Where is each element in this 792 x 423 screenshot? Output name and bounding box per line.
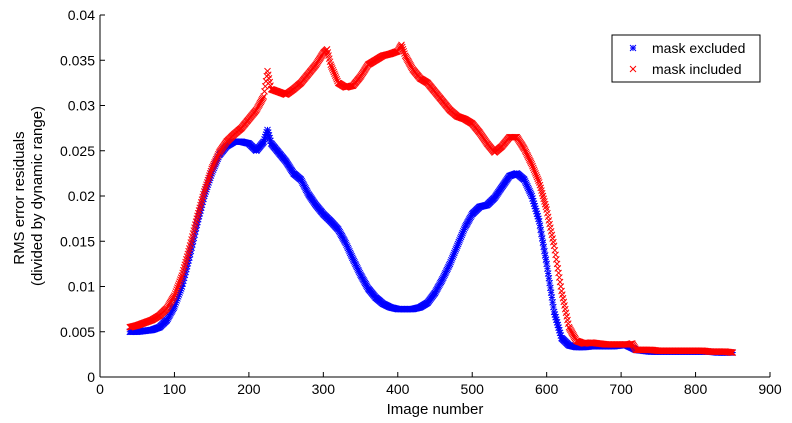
x-tick-label: 400	[386, 381, 410, 397]
data-point	[529, 164, 537, 172]
data-point	[208, 165, 216, 173]
data-point	[546, 279, 553, 287]
data-point	[177, 274, 185, 281]
legend-symbol	[629, 65, 637, 73]
y-tick-label: 0.04	[68, 7, 95, 23]
y-tick-label: 0.03	[68, 98, 95, 114]
data-point	[533, 173, 541, 181]
y-axis-label-line-2: (divided by dynamic range)	[29, 106, 46, 286]
data-point	[210, 160, 218, 168]
y-axis-label: RMS error residuals (divided by dynamic …	[11, 106, 46, 286]
data-point	[202, 183, 210, 191]
data-point	[530, 166, 538, 174]
data-point	[327, 61, 335, 69]
y-tick-label: 0.015	[60, 233, 95, 249]
data-point	[175, 280, 183, 287]
legend-marker-mask-excluded	[629, 44, 637, 52]
legend-symbol	[629, 44, 637, 52]
data-point	[401, 50, 408, 57]
data-point	[211, 158, 218, 166]
data-point	[213, 154, 221, 161]
data-point	[172, 288, 180, 295]
data-point	[510, 133, 518, 141]
data-point	[535, 177, 542, 184]
data-point	[173, 286, 181, 293]
data-point	[203, 179, 211, 186]
data-point	[171, 292, 178, 299]
data-point	[212, 155, 220, 163]
data-point	[332, 74, 340, 81]
data-point	[207, 167, 215, 175]
x-tick-label: 300	[312, 381, 336, 397]
data-point	[400, 48, 408, 55]
x-axis-ticks: 0 100 200 300 400 500 600 700 800 900	[96, 372, 782, 397]
data-point	[331, 72, 339, 79]
data-point	[331, 70, 338, 78]
y-axis-label-line-1: RMS error residuals	[11, 131, 28, 264]
x-tick-label: 0	[96, 381, 104, 397]
data-point	[328, 63, 335, 70]
data-point	[205, 174, 213, 182]
data-point	[527, 159, 535, 167]
data-point	[204, 176, 212, 184]
data-point	[203, 181, 210, 189]
data-point	[528, 160, 536, 168]
data-point	[532, 171, 540, 179]
legend-label-mask-included: mask included	[652, 61, 742, 77]
y-tick-label: 0.035	[60, 52, 95, 68]
series-mask-included	[126, 41, 737, 356]
x-tick-label: 500	[461, 381, 485, 397]
data-point	[176, 278, 184, 285]
data-point	[531, 168, 539, 175]
x-tick-label: 700	[609, 381, 633, 397]
data-point	[544, 265, 551, 273]
data-point	[212, 157, 219, 165]
y-tick-label: 0	[87, 369, 95, 385]
x-tick-label: 900	[758, 381, 782, 397]
data-point	[729, 349, 737, 356]
data-point	[201, 185, 209, 193]
data-point	[398, 41, 405, 49]
y-tick-label: 0.025	[60, 143, 95, 159]
data-point	[171, 290, 179, 297]
x-tick-label: 600	[535, 381, 559, 397]
legend-marker-mask-included	[629, 65, 637, 73]
data-point	[206, 170, 214, 177]
data-point	[547, 289, 555, 297]
data-point	[177, 276, 184, 283]
y-axis-ticks: 0 0.005 0.01 0.015 0.02 0.025 0.03 0.035 0.04	[60, 7, 105, 385]
data-point	[528, 192, 536, 200]
x-tick-label: 800	[684, 381, 708, 397]
x-tick-label: 200	[237, 381, 261, 397]
data-point	[206, 172, 213, 179]
data-point	[398, 43, 406, 51]
data-point	[174, 284, 181, 291]
data-point	[174, 282, 182, 289]
data-point	[200, 188, 208, 195]
data-point	[209, 162, 217, 169]
data-point	[329, 66, 337, 74]
data-point	[529, 162, 536, 170]
legend: mask excluded mask included	[611, 34, 761, 83]
y-tick-label: 0.005	[60, 324, 95, 340]
data-point	[532, 170, 539, 177]
data-point	[333, 75, 341, 83]
legend-label-mask-excluded: mask excluded	[652, 40, 745, 56]
data-point	[534, 175, 542, 183]
y-tick-label: 0.01	[68, 279, 95, 295]
data-point	[328, 65, 336, 72]
x-axis-label: Image number	[387, 401, 484, 418]
legend-box	[611, 34, 761, 83]
data-point	[209, 163, 216, 171]
data-point	[538, 235, 546, 242]
x-tick-label: 100	[163, 381, 187, 397]
data-point	[330, 68, 338, 76]
data-point	[214, 152, 221, 160]
data-point	[399, 45, 407, 53]
y-tick-label: 0.02	[68, 188, 95, 204]
